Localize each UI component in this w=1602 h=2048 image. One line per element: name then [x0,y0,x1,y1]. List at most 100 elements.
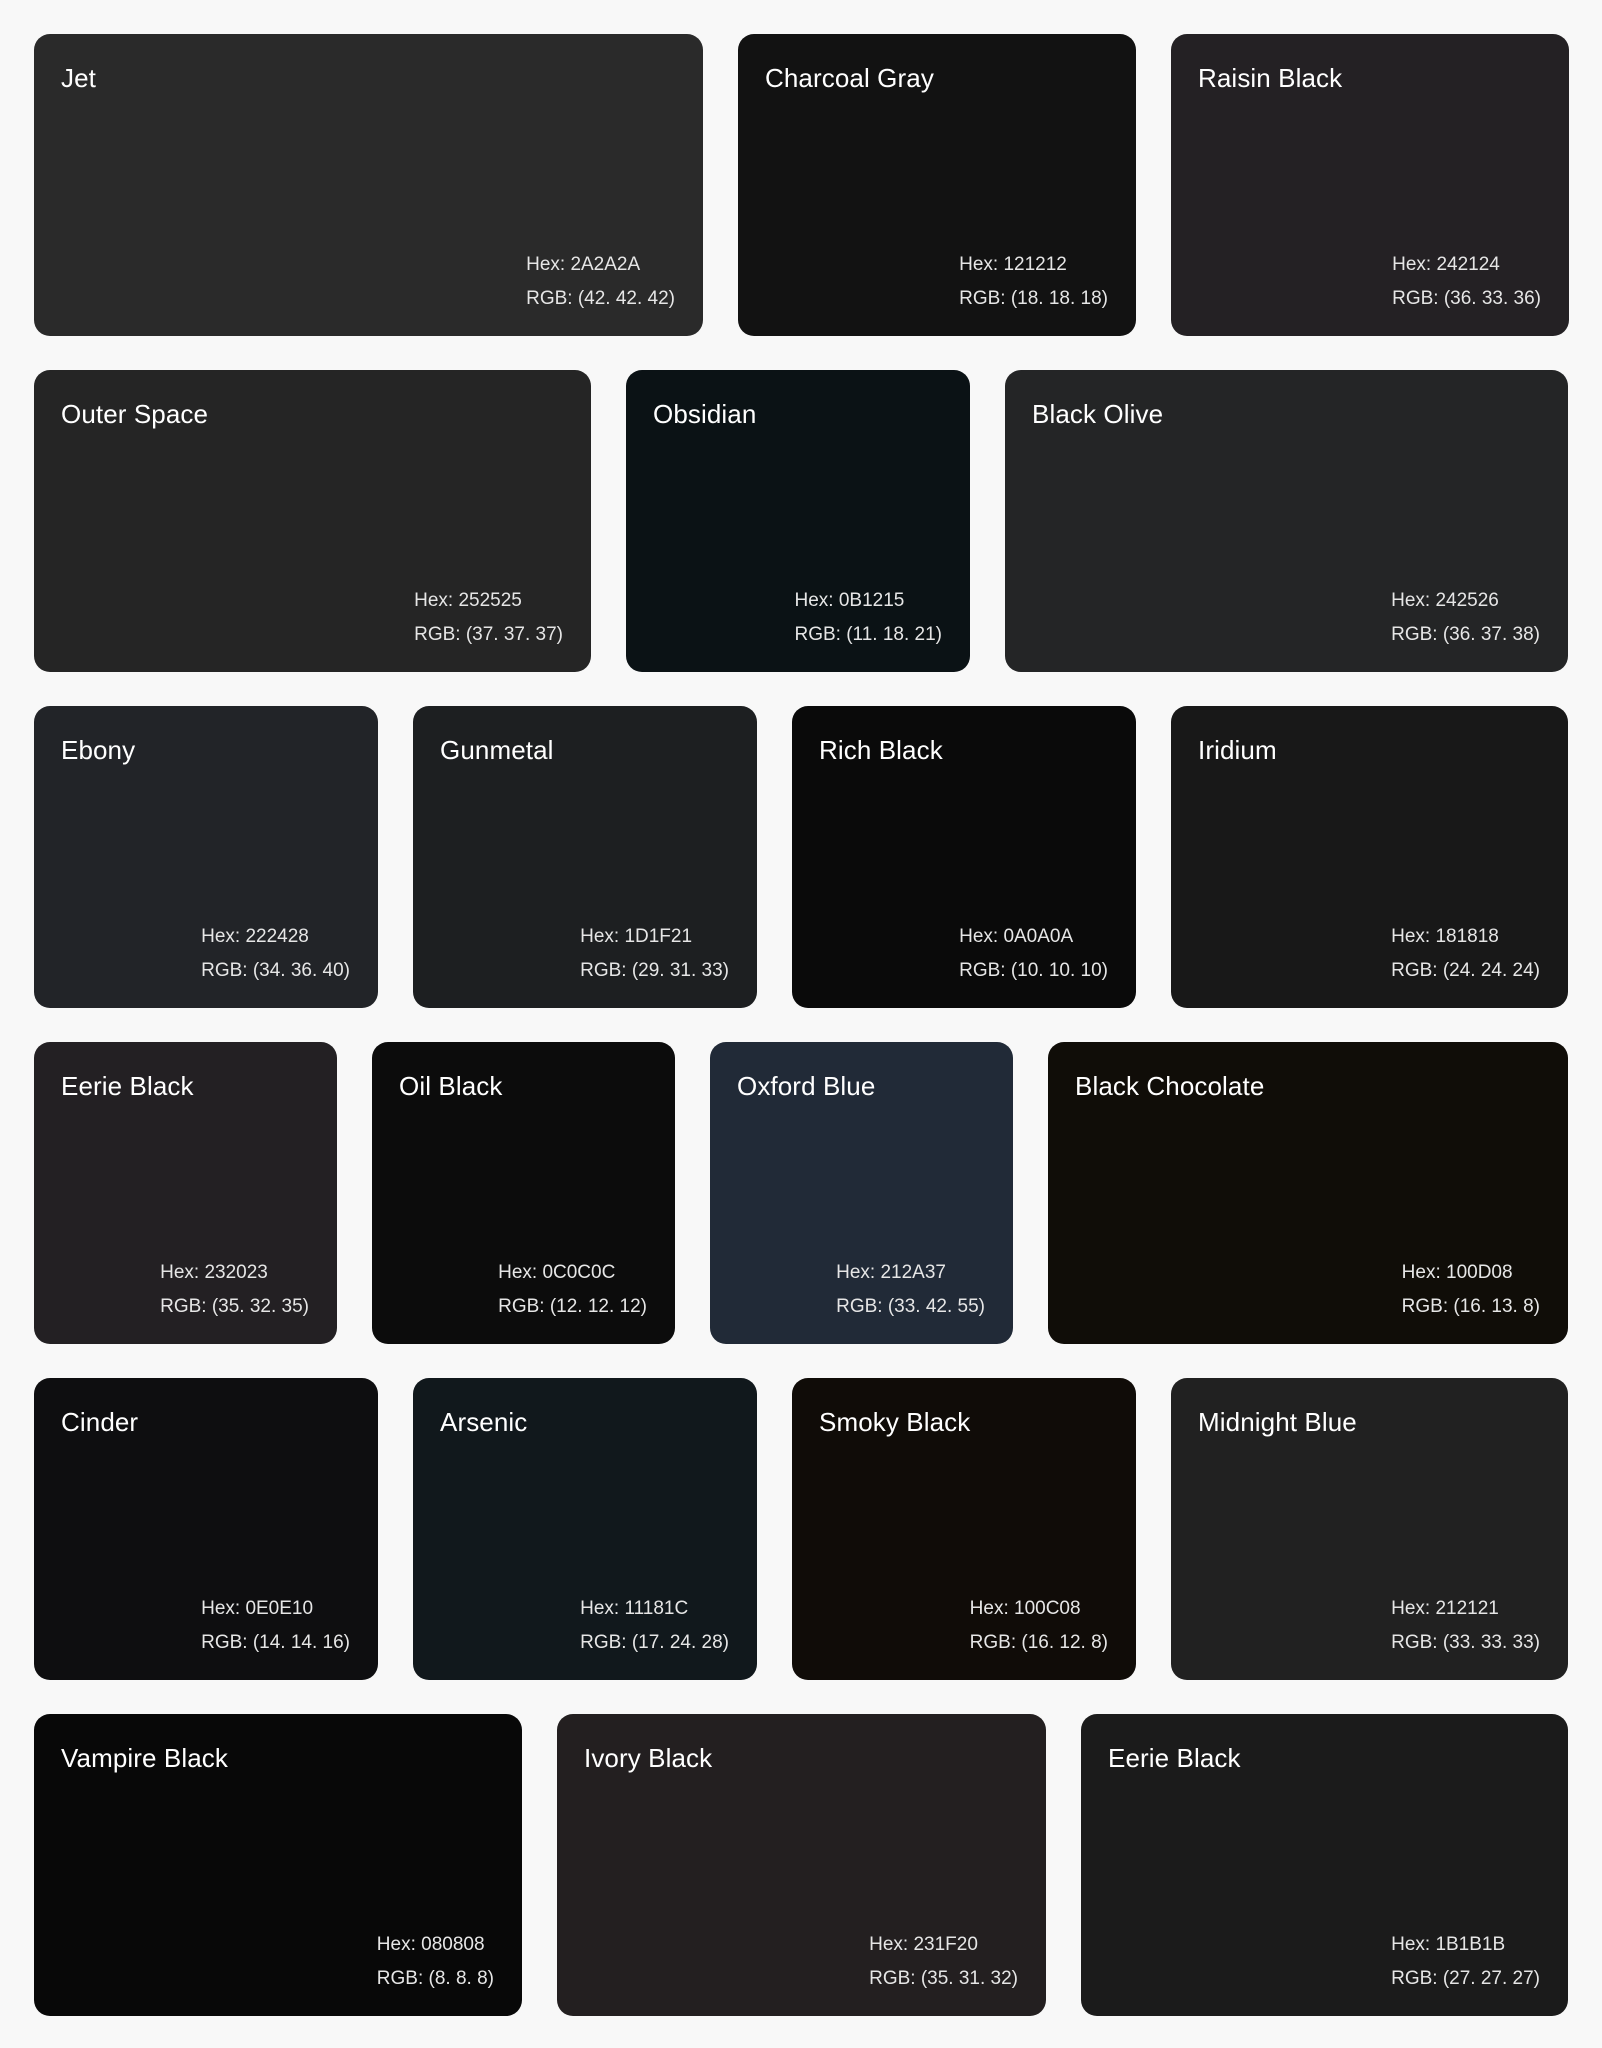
color-palette-grid: Jet Hex: 2A2A2A RGB: (42. 42. 42) Charcoal … [34,34,1569,2016]
color-name: Vampire Black [61,1743,228,1773]
hex-value: Hex: 212A37 [836,1262,946,1283]
rgb-value: RGB: (34. 36. 40) [201,960,350,981]
swatch-row: Outer Space Hex: 252525 RGB: (37. 37. 37) O… [34,370,1568,672]
color-name: Cinder [61,1407,139,1437]
hex-value: Hex: 0C0C0C [498,1262,616,1283]
color-name: Obsidian [653,399,757,429]
color-values: Hex: 212A37 RGB: (33. 42. 55) [836,1256,985,1324]
hex-value: Hex: 181818 [1391,926,1499,947]
color-swatch-card[interactable]: Smoky Black Hex: 100C08 RGB: (16. 12. 8) [792,1378,1136,1680]
rgb-value: RGB: (11. 18. 21) [794,624,943,645]
color-name: Smoky Black [819,1407,971,1437]
color-swatch-card[interactable]: Ivory Black Hex: 231F20 RGB: (35. 31. 32) [557,1714,1046,2016]
color-name: Ivory Black [584,1743,713,1773]
color-name: Iridium [1198,735,1277,765]
swatch-row: Jet Hex: 2A2A2A RGB: (42. 42. 42) Charcoal … [34,34,1569,336]
color-values: Hex: 232023 RGB: (35. 32. 35) [160,1256,309,1324]
color-values: Hex: 1B1B1B RGB: (27. 27. 27) [1391,1928,1540,1996]
rgb-value: RGB: (36. 37. 38) [1391,624,1540,645]
rgb-value: RGB: (14. 14. 16) [201,1632,350,1653]
hex-value: Hex: 0A0A0A [959,926,1074,947]
color-name: Black Chocolate [1075,1071,1265,1101]
rgb-value: RGB: (33. 33. 33) [1391,1632,1540,1653]
hex-value: Hex: 212121 [1391,1598,1499,1619]
color-swatch-card[interactable]: Oxford Blue Hex: 212A37 RGB: (33. 42. 55) [710,1042,1013,1344]
hex-value: Hex: 242124 [1392,254,1500,275]
hex-value: Hex: 231F20 [869,1934,978,1955]
color-name: Black Olive [1032,399,1164,429]
rgb-value: RGB: (37. 37. 37) [414,624,563,645]
color-name: Jet [61,63,96,93]
color-values: Hex: 222428 RGB: (34. 36. 40) [201,920,350,988]
rgb-value: RGB: (27. 27. 27) [1391,1968,1540,1989]
color-values: Hex: 242526 RGB: (36. 37. 38) [1391,584,1540,652]
color-swatch-card[interactable]: Outer Space Hex: 252525 RGB: (37. 37. 37) [34,370,591,672]
color-values: Hex: 121212 RGB: (18. 18. 18) [959,248,1108,316]
color-name: Charcoal Gray [765,63,934,93]
hex-value: Hex: 1B1B1B [1391,1934,1506,1955]
rgb-value: RGB: (29. 31. 33) [580,960,729,981]
rgb-value: RGB: (35. 32. 35) [160,1296,309,1317]
color-swatch-card[interactable]: Obsidian Hex: 0B1215 RGB: (11. 18. 21) [626,370,970,672]
hex-value: Hex: 121212 [959,254,1067,275]
color-values: Hex: 212121 RGB: (33. 33. 33) [1391,1592,1540,1660]
color-swatch-card[interactable]: Iridium Hex: 181818 RGB: (24. 24. 24) [1171,706,1568,1008]
swatch-row: Eerie Black Hex: 232023 RGB: (35. 32. 35) O… [34,1042,1568,1344]
swatch-row: Vampire Black Hex: 080808 RGB: (8. 8. 8) Iv… [34,1714,1568,2016]
hex-value: Hex: 252525 [414,590,522,611]
color-name: Arsenic [440,1407,528,1437]
rgb-value: RGB: (42. 42. 42) [526,288,675,309]
color-swatch-card[interactable]: Midnight Blue Hex: 212121 RGB: (33. 33. 33… [1171,1378,1568,1680]
rgb-value: RGB: (12. 12. 12) [498,1296,647,1317]
color-swatch-card[interactable]: Oil Black Hex: 0C0C0C RGB: (12. 12. 12) [372,1042,675,1344]
color-values: Hex: 1D1F21 RGB: (29. 31. 33) [580,920,729,988]
color-swatch-card[interactable]: Raisin Black Hex: 242124 RGB: (36. 33. 36) [1171,34,1569,336]
color-swatch-card[interactable]: Eerie Black Hex: 1B1B1B RGB: (27. 27. 27) [1081,1714,1568,2016]
color-name: Gunmetal [440,735,554,765]
color-name: Oil Black [399,1071,503,1101]
swatch-row: Ebony Hex: 222428 RGB: (34. 36. 40) Gunmeta… [34,706,1568,1008]
color-values: Hex: 100D08 RGB: (16. 13. 8) [1402,1256,1540,1324]
hex-value: Hex: 100C08 [969,1598,1081,1619]
rgb-value: RGB: (33. 42. 55) [836,1296,985,1317]
color-name: Outer Space [61,399,209,429]
color-values: Hex: 0E0E10 RGB: (14. 14. 16) [201,1592,350,1660]
hex-value: Hex: 0E0E10 [201,1598,314,1619]
rgb-value: RGB: (16. 12. 8) [969,1632,1108,1653]
color-values: Hex: 11181C RGB: (17. 24. 28) [580,1592,729,1660]
color-values: Hex: 181818 RGB: (24. 24. 24) [1391,920,1540,988]
hex-value: Hex: 242526 [1391,590,1499,611]
color-name: Rich Black [819,735,943,765]
color-swatch-card[interactable]: Arsenic Hex: 11181C RGB: (17. 24. 28) [413,1378,757,1680]
rgb-value: RGB: (8. 8. 8) [376,1968,494,1989]
color-values: Hex: 231F20 RGB: (35. 31. 32) [869,1928,1018,1996]
swatch-row: Cinder Hex: 0E0E10 RGB: (14. 14. 16) Arseni… [34,1378,1568,1680]
color-swatch-card[interactable]: Black Olive Hex: 242526 RGB: (36. 37. 38) [1005,370,1568,672]
color-swatch-card[interactable]: Black Chocolate Hex: 100D08 RGB: (16. 13. … [1048,1042,1568,1344]
color-name: Raisin Black [1198,63,1343,93]
color-swatch-card[interactable]: Gunmetal Hex: 1D1F21 RGB: (29. 31. 33) [413,706,757,1008]
color-values: Hex: 0B1215 RGB: (11. 18. 21) [795,584,943,652]
color-swatch-card[interactable]: Charcoal Gray Hex: 121212 RGB: (18. 18. 18… [738,34,1136,336]
color-values: Hex: 080808 RGB: (8. 8. 8) [377,1928,494,1996]
color-name: Oxford Blue [737,1071,876,1101]
color-name: Ebony [61,735,136,765]
color-values: Hex: 252525 RGB: (37. 37. 37) [414,584,563,652]
color-values: Hex: 2A2A2A RGB: (42. 42. 42) [526,248,675,316]
hex-value: Hex: 232023 [160,1262,268,1283]
color-swatch-card[interactable]: Rich Black Hex: 0A0A0A RGB: (10. 10. 10) [792,706,1136,1008]
color-values: Hex: 242124 RGB: (36. 33. 36) [1392,248,1541,316]
color-swatch-card[interactable]: Jet Hex: 2A2A2A RGB: (42. 42. 42) [34,34,703,336]
color-swatch-card[interactable]: Ebony Hex: 222428 RGB: (34. 36. 40) [34,706,378,1008]
hex-value: Hex: 222428 [201,926,309,947]
color-name: Midnight Blue [1198,1407,1357,1437]
hex-value: Hex: 2A2A2A [526,254,641,275]
hex-value: Hex: 100D08 [1401,1262,1513,1283]
hex-value: Hex: 1D1F21 [580,926,693,947]
color-swatch-card[interactable]: Vampire Black Hex: 080808 RGB: (8. 8. 8) [34,1714,522,2016]
color-swatch-card[interactable]: Eerie Black Hex: 232023 RGB: (35. 32. 35) [34,1042,337,1344]
rgb-value: RGB: (24. 24. 24) [1391,960,1540,981]
color-swatch-card[interactable]: Cinder Hex: 0E0E10 RGB: (14. 14. 16) [34,1378,378,1680]
hex-value: Hex: 080808 [376,1934,485,1955]
color-name: Eerie Black [61,1071,194,1101]
